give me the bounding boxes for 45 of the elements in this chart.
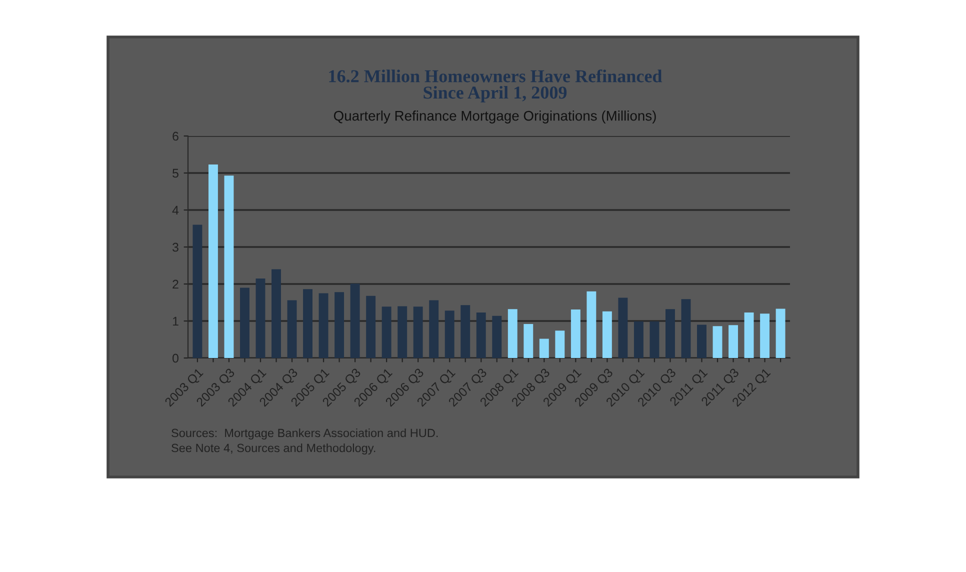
text: See Note 4, Sources and Methodology.: [172, 443, 376, 455]
bar: [444, 310, 454, 358]
bar: [728, 325, 738, 358]
bar: [508, 309, 518, 358]
bar: [539, 338, 549, 358]
bar: [398, 306, 408, 358]
bar: [318, 293, 328, 358]
y-tick-label: 3: [172, 242, 178, 252]
bar: [681, 299, 691, 358]
bar: [697, 324, 706, 358]
bar: [429, 300, 439, 358]
bar: [760, 314, 770, 358]
bar: [382, 306, 392, 358]
bar: [366, 296, 376, 358]
bar: [650, 321, 660, 358]
bar: [570, 310, 580, 358]
bar: [555, 330, 565, 358]
bar: [334, 292, 344, 358]
bar: [192, 224, 202, 358]
bar: [208, 164, 218, 358]
bar: [350, 284, 360, 358]
bar: [492, 316, 502, 358]
bar: [618, 298, 628, 358]
y-tick-label: 2: [172, 280, 178, 289]
bar: [476, 312, 486, 358]
bar: [634, 321, 644, 358]
bar: [586, 291, 596, 358]
bar: [413, 306, 423, 358]
bar: [602, 311, 612, 358]
bar: [524, 324, 534, 358]
chart-subtitle: Quarterly Refinance Mortgage Originations (Millions): [334, 110, 656, 124]
chart-title: 16.2 Million Homeowners Have Refinanced Since April 1, 2009: [329, 69, 662, 102]
bar: [224, 176, 234, 358]
bar: [272, 269, 281, 358]
bar: [666, 309, 675, 358]
y-tick-label: 6: [172, 132, 178, 141]
y-tick-label: 5: [172, 168, 178, 178]
bar: [712, 326, 722, 358]
bar: [240, 288, 250, 358]
bar: [460, 305, 470, 358]
bar: [776, 308, 786, 358]
bar: [303, 289, 312, 358]
bar: [287, 300, 297, 358]
bar: [256, 278, 266, 358]
bar: [744, 312, 754, 358]
